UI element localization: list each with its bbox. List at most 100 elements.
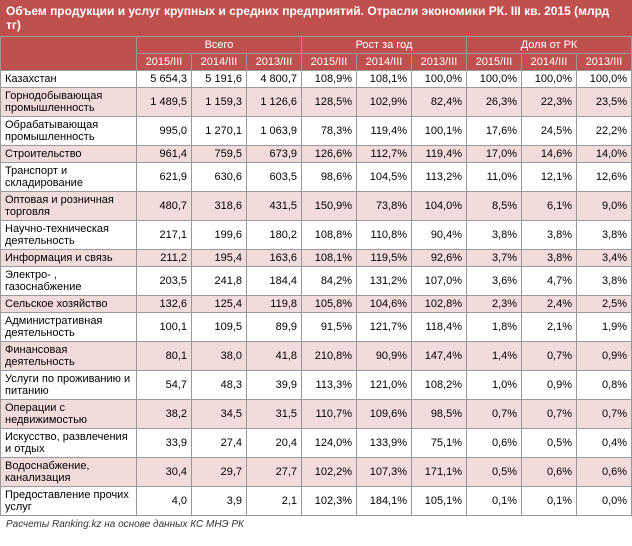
table-row: Искусство, развлечения и отдых33,927,420… xyxy=(1,429,632,458)
table-row: Обрабатывающая промышленность995,01 270,… xyxy=(1,117,632,146)
cell: 3,8% xyxy=(522,221,577,250)
cell: 102,9% xyxy=(357,88,412,117)
cell: 217,1 xyxy=(137,221,192,250)
cell: 163,6 xyxy=(247,250,302,267)
cell: 0,9% xyxy=(577,342,632,371)
data-table: Всего Рост за год Доля от РК 2015/III 20… xyxy=(0,36,632,516)
group-growth: Рост за год xyxy=(302,37,467,54)
cell: 5 654,3 xyxy=(137,71,192,88)
cell: 121,0% xyxy=(357,371,412,400)
row-label: Информация и связь xyxy=(1,250,137,267)
cell: 91,5% xyxy=(302,313,357,342)
cell: 2,3% xyxy=(467,296,522,313)
cell: 107,0% xyxy=(412,267,467,296)
row-label: Водоснабжение, канализация xyxy=(1,458,137,487)
row-label: Строительство xyxy=(1,146,137,163)
cell: 121,7% xyxy=(357,313,412,342)
cell: 0,7% xyxy=(522,342,577,371)
cell: 98,6% xyxy=(302,163,357,192)
cell: 0,6% xyxy=(577,458,632,487)
cell: 39,9 xyxy=(247,371,302,400)
cell: 41,8 xyxy=(247,342,302,371)
cell: 0,6% xyxy=(522,458,577,487)
cell: 90,9% xyxy=(357,342,412,371)
cell: 759,5 xyxy=(192,146,247,163)
cell: 100,1 xyxy=(137,313,192,342)
row-label: Искусство, развлечения и отдых xyxy=(1,429,137,458)
cell: 80,1 xyxy=(137,342,192,371)
cell: 75,1% xyxy=(412,429,467,458)
cell: 119,4% xyxy=(412,146,467,163)
table-row: Операции с недвижимостью38,234,531,5110,… xyxy=(1,400,632,429)
cell: 108,2% xyxy=(412,371,467,400)
cell: 108,8% xyxy=(302,221,357,250)
year-col: 2014/III xyxy=(522,54,577,71)
cell: 3,8% xyxy=(522,250,577,267)
row-label: Операции с недвижимостью xyxy=(1,400,137,429)
table-row: Научно-техническая деятельность217,1199,… xyxy=(1,221,632,250)
row-label: Электро- , газоснабжение xyxy=(1,267,137,296)
cell: 1,4% xyxy=(467,342,522,371)
row-label: Оптовая и розничная торговля xyxy=(1,192,137,221)
cell: 125,4 xyxy=(192,296,247,313)
cell: 8,5% xyxy=(467,192,522,221)
row-label: Горнодобывающая промышленность xyxy=(1,88,137,117)
cell: 621,9 xyxy=(137,163,192,192)
cell: 2,1% xyxy=(522,313,577,342)
cell: 131,2% xyxy=(357,267,412,296)
cell: 1 063,9 xyxy=(247,117,302,146)
cell: 6,1% xyxy=(522,192,577,221)
cell: 119,5% xyxy=(357,250,412,267)
cell: 29,7 xyxy=(192,458,247,487)
cell: 90,4% xyxy=(412,221,467,250)
cell: 84,2% xyxy=(302,267,357,296)
group-share: Доля от РК xyxy=(467,37,632,54)
cell: 133,9% xyxy=(357,429,412,458)
cell: 14,0% xyxy=(577,146,632,163)
cell: 241,8 xyxy=(192,267,247,296)
year-col: 2013/III xyxy=(577,54,632,71)
cell: 0,7% xyxy=(522,400,577,429)
cell: 211,2 xyxy=(137,250,192,267)
table-row: Предоставление прочих услуг4,03,92,1102,… xyxy=(1,487,632,516)
cell: 24,5% xyxy=(522,117,577,146)
cell: 0,4% xyxy=(577,429,632,458)
cell: 180,2 xyxy=(247,221,302,250)
year-col: 2013/III xyxy=(247,54,302,71)
cell: 20,4 xyxy=(247,429,302,458)
cell: 184,4 xyxy=(247,267,302,296)
cell: 128,5% xyxy=(302,88,357,117)
cell: 110,7% xyxy=(302,400,357,429)
cell: 2,4% xyxy=(522,296,577,313)
year-col: 2015/III xyxy=(302,54,357,71)
cell: 82,4% xyxy=(412,88,467,117)
cell: 22,2% xyxy=(577,117,632,146)
cell: 108,1% xyxy=(357,71,412,88)
cell: 17,6% xyxy=(467,117,522,146)
cell: 199,6 xyxy=(192,221,247,250)
cell: 132,6 xyxy=(137,296,192,313)
group-header-row: Всего Рост за год Доля от РК xyxy=(1,37,632,54)
cell: 603,5 xyxy=(247,163,302,192)
cell: 17,0% xyxy=(467,146,522,163)
cell: 673,9 xyxy=(247,146,302,163)
cell: 38,2 xyxy=(137,400,192,429)
cell: 112,7% xyxy=(357,146,412,163)
cell: 102,8% xyxy=(412,296,467,313)
cell: 31,5 xyxy=(247,400,302,429)
cell: 54,7 xyxy=(137,371,192,400)
cell: 100,0% xyxy=(467,71,522,88)
cell: 203,5 xyxy=(137,267,192,296)
cell: 104,5% xyxy=(357,163,412,192)
cell: 3,7% xyxy=(467,250,522,267)
cell: 14,6% xyxy=(522,146,577,163)
cell: 2,1 xyxy=(247,487,302,516)
cell: 48,3 xyxy=(192,371,247,400)
cell: 3,9 xyxy=(192,487,247,516)
cell: 0,7% xyxy=(577,400,632,429)
table-row: Водоснабжение, канализация30,429,727,710… xyxy=(1,458,632,487)
cell: 0,1% xyxy=(522,487,577,516)
table-title: Объем продукции и услуг крупных и средни… xyxy=(0,0,632,36)
cell: 108,1% xyxy=(302,250,357,267)
cell: 104,6% xyxy=(357,296,412,313)
